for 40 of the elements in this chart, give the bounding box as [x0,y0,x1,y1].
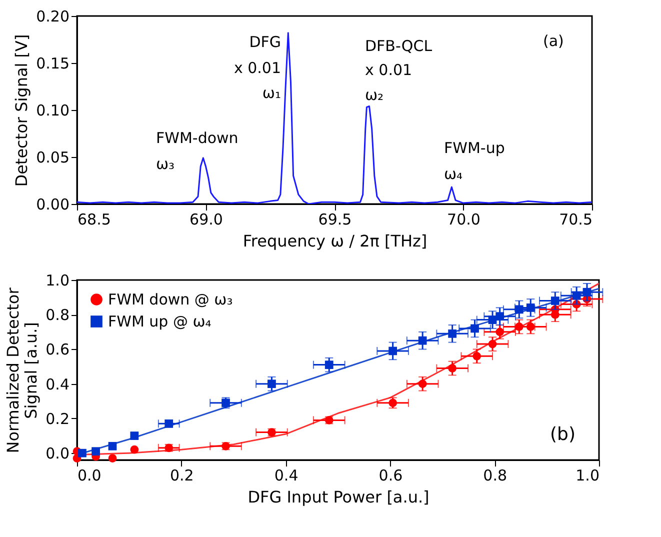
x-tick-label: 0.4 [274,466,298,484]
x-axis-title: DFG Input Power [a.u.] [248,488,430,506]
y-tick-label: 0.0 [46,444,70,463]
y-tick-label: 0.15 [36,54,70,72]
x-tick-label: 70.0 [447,210,480,228]
annotation: DFB-QCL [365,37,433,55]
annotation: DFG [249,33,281,51]
y-axis-title: Detector Signal [V] [12,34,32,187]
x-axis-title: Frequency ω / 2π [THz] [242,232,428,250]
y-tick-label: 0.00 [36,196,70,214]
annotation: (a) [543,32,564,50]
x-tick-label: 0.2 [170,466,194,484]
annotation: x 0.01 [234,59,281,77]
x-tick-label: 69.5 [318,210,352,228]
y-tick-label: 0.2 [46,410,70,428]
legend-label: FWM up @ ω₄ [108,312,212,330]
y-tick-label: 0.4 [46,375,70,394]
y-tick-label: 0.10 [36,102,70,120]
annotation: FWM-down [156,129,238,147]
x-tick-label: 0.6 [378,466,403,484]
x-tick-label: 70.5 [559,210,592,228]
y-tick-label: 0.6 [46,340,70,359]
legend-label: FWM down @ ω₃ [108,290,233,308]
y-tick-label: 0.20 [36,8,70,26]
y-tick-label: 0.8 [46,306,70,324]
annotation: ω₄ [444,165,463,183]
y-axis-title: Normalized Detector Signal [a.u.] [4,287,41,454]
annotation: ω₃ [156,155,175,173]
x-tick-label: 0.8 [483,466,508,484]
annotation: ω₁ [262,84,281,102]
y-tick-label: 1.0 [46,272,70,290]
annotation: FWM-up [444,139,505,157]
annotation: x 0.01 [365,61,412,79]
y-tick-label: 0.05 [36,148,70,166]
x-tick-label: 1.0 [576,466,600,484]
x-tick-label: 0.0 [78,466,102,484]
x-tick-label: 68.5 [78,210,111,228]
annotation: ω₂ [365,86,384,104]
x-tick-label: 69.0 [190,210,223,228]
annotation: (b) [550,424,576,445]
